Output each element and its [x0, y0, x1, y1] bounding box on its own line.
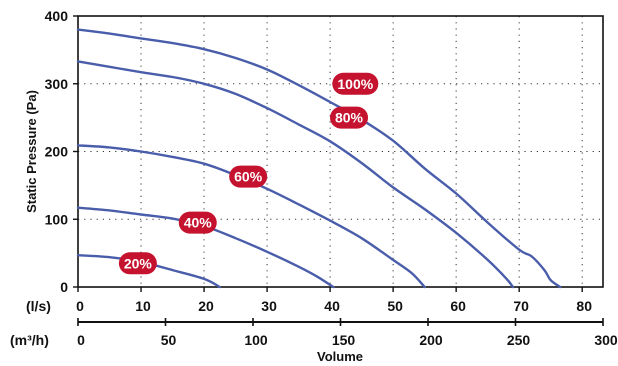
- curve-label-40-percent: 40%: [178, 211, 217, 234]
- curve-40-percent: [76, 206, 335, 289]
- y-tick-label: 200: [45, 144, 69, 160]
- x-m3h-tick-label: 0: [77, 332, 85, 348]
- curve-80-percent: [76, 60, 515, 289]
- x-ls-tick-label: 50: [387, 298, 403, 314]
- x-ls-tick-label: 0: [76, 298, 84, 314]
- label-text: 20%: [124, 255, 153, 271]
- label-pill: [118, 252, 157, 275]
- x-ls-tick-label: 80: [576, 298, 592, 314]
- y-axis-title: Static Pressure (Pa): [24, 90, 39, 213]
- curve-20-percent: [76, 254, 221, 289]
- x-ls-tick-label: 70: [513, 298, 529, 314]
- label-pill: [330, 106, 369, 129]
- x-axis-ls-unit-label: (l/s): [26, 298, 51, 314]
- plot-frame: [77, 15, 604, 288]
- x-ls-tick-label: 40: [324, 298, 340, 314]
- label-pill: [229, 165, 268, 188]
- x-m3h-tick-label: 150: [332, 332, 356, 348]
- label-text: 60%: [234, 169, 263, 185]
- grid-lines: [78, 16, 603, 287]
- x-m3h-tick-label: 200: [419, 332, 443, 348]
- y-tick-label: 0: [60, 279, 68, 295]
- curve-labels: 100% 80% 60% 40% 20%: [118, 72, 379, 275]
- x-m3h-tick-label: 300: [594, 332, 618, 348]
- curve-label-60-percent: 60%: [229, 165, 268, 188]
- x-m3h-tick-label: 250: [507, 332, 531, 348]
- x-axis-m3h-unit-label: (m³/h): [10, 332, 49, 348]
- performance-curves: [76, 28, 562, 289]
- x-ls-tick-label: 60: [450, 298, 466, 314]
- axis-ticks: 0 100 200 300 400 0 10 20 30 40 50 60 70 80 0 50 100 150 2…: [45, 8, 618, 348]
- label-pill: [332, 72, 379, 95]
- y-tick-label: 400: [45, 8, 69, 24]
- x-m3h-tick-label: 100: [244, 332, 268, 348]
- x-ls-tick-label: 30: [261, 298, 277, 314]
- curve-60-percent: [76, 144, 426, 289]
- label-text: 80%: [335, 110, 364, 126]
- x-axis-title: Volume: [317, 349, 363, 364]
- x-ls-tick-label: 20: [198, 298, 214, 314]
- label-text: 100%: [337, 76, 373, 92]
- label-pill: [178, 211, 217, 234]
- curve-label-100-percent: 100%: [332, 72, 379, 95]
- curve-label-80-percent: 80%: [330, 106, 369, 129]
- label-text: 40%: [184, 215, 213, 231]
- x-ls-tick-label: 10: [135, 298, 151, 314]
- x-m3h-tick-label: 50: [161, 332, 177, 348]
- y-tick-label: 100: [45, 211, 69, 227]
- curve-100-percent: [76, 28, 562, 289]
- curve-label-20-percent: 20%: [118, 252, 157, 275]
- y-tick-label: 300: [45, 76, 69, 92]
